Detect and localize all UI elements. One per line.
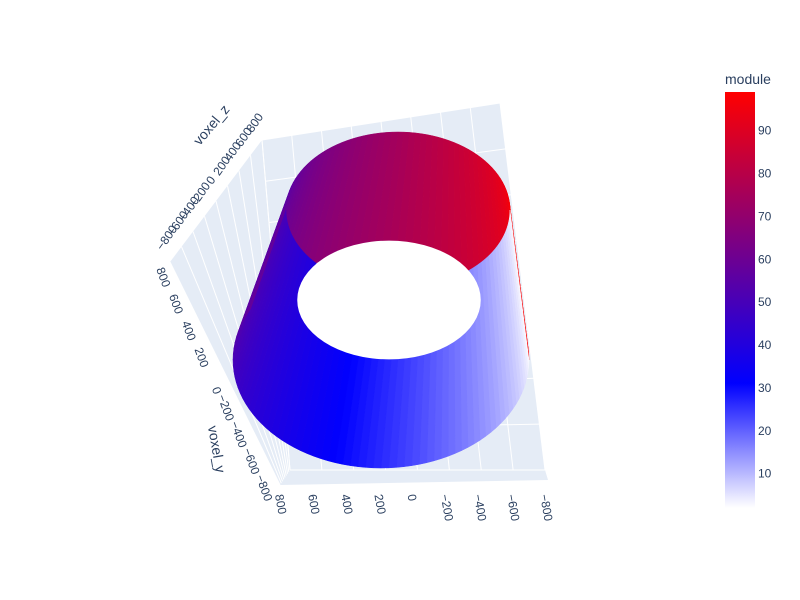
y-tick-label: 200	[192, 346, 212, 370]
x-tick-label: 600	[305, 493, 322, 515]
x-tick-label: 0	[405, 493, 420, 502]
cylinder-opening	[297, 240, 481, 360]
colorbar: module 10 20 30 40 50 60 70 80 90	[725, 71, 772, 508]
grid-line	[499, 102, 546, 471]
colorbar-tick-label: 10	[758, 467, 772, 481]
x-tick-label: −800	[537, 493, 556, 522]
colorbar-title: module	[725, 71, 771, 87]
colorbar-tick-label: 30	[758, 381, 772, 395]
z-axis-title: voxel_z	[190, 101, 233, 148]
floor-wall	[280, 470, 548, 485]
colorbar-tick-label: 50	[758, 295, 772, 309]
colorbar-tick-label: 60	[758, 252, 772, 266]
grid-line	[181, 246, 282, 484]
y-tick-label: −200	[215, 393, 238, 423]
colorbar-tick-label: 80	[758, 166, 772, 180]
x-tick-label: 800	[272, 493, 289, 515]
colorbar-ticks: 10 20 30 40 50 60 70 80 90	[758, 124, 772, 481]
y-tick-label: −400	[227, 419, 250, 449]
colorbar-tick-label: 20	[758, 424, 772, 438]
colorbar-gradient	[725, 92, 755, 508]
surface-patch	[232, 209, 287, 366]
cylinder-surface	[232, 131, 530, 469]
x-axis-ticks: 800 600 400 200 0 −200 −400 −600 −800	[272, 493, 556, 522]
y-tick-label: 800	[153, 265, 173, 289]
x-tick-label: −200	[438, 493, 457, 522]
colorbar-tick-label: 40	[758, 338, 772, 352]
colorbar-tick-label: 90	[758, 124, 772, 138]
x-tick-label: −400	[471, 493, 490, 522]
y-tick-label: −600	[240, 446, 263, 476]
y-tick-label: 600	[166, 292, 186, 316]
colorbar-tick-label: 70	[758, 209, 772, 223]
x-tick-label: 200	[371, 493, 388, 515]
x-tick-label: −600	[504, 493, 523, 522]
y-tick-label: 400	[179, 319, 199, 343]
y-tick-label: 0	[209, 385, 225, 396]
x-tick-label: 400	[338, 493, 355, 515]
grid-line	[169, 261, 281, 486]
y-tick-label: −800	[253, 473, 276, 503]
y-axis-title: voxel_y	[205, 424, 229, 474]
